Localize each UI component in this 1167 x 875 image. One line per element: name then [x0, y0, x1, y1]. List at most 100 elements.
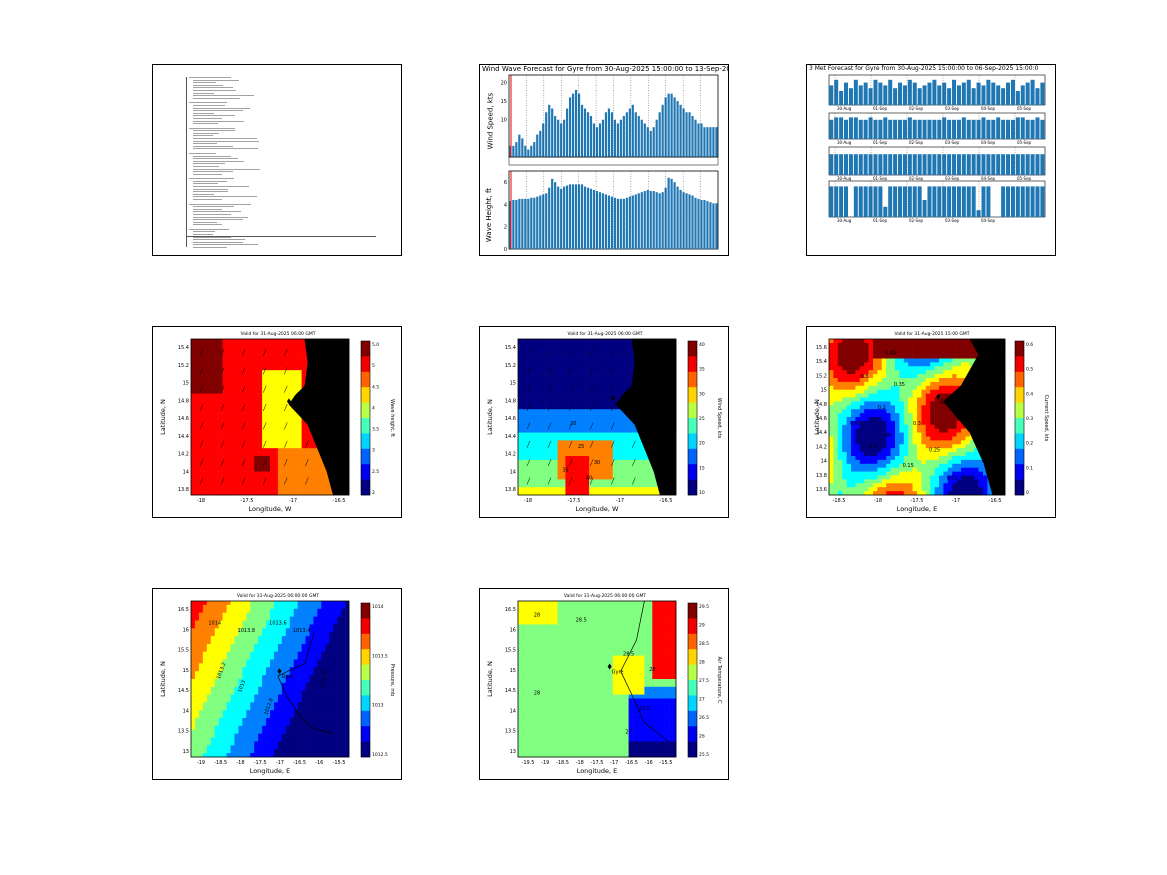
field-cell [593, 342, 598, 348]
field-cell [202, 413, 208, 418]
field-cell [262, 339, 267, 344]
field-cell [549, 436, 554, 441]
field-cell [226, 448, 231, 453]
field-cell [620, 479, 625, 484]
field-cell [881, 401, 887, 406]
field-cell [873, 346, 878, 351]
field-cell [589, 393, 594, 398]
field-cell [921, 405, 927, 410]
field-cell [254, 413, 259, 418]
colorbar-segment [361, 418, 370, 434]
field-cell [198, 409, 204, 414]
field-cell [525, 350, 531, 355]
field-cell [890, 378, 896, 383]
field-cell [549, 440, 554, 445]
ytick-label: 14.2 [505, 452, 516, 458]
field-cell [518, 448, 523, 453]
field-cell [585, 393, 590, 398]
field-cell [589, 428, 594, 433]
field-cell [890, 370, 896, 375]
field-cell [612, 381, 618, 387]
field-cell [612, 463, 618, 468]
field-cell [297, 385, 302, 390]
wave-bar [688, 194, 691, 249]
field-cell [895, 413, 900, 418]
field-cell [266, 339, 271, 344]
field-cell [250, 428, 255, 433]
field-cell [242, 479, 247, 484]
field-cell [620, 354, 625, 359]
field-cell [881, 409, 887, 414]
field-cell [301, 467, 306, 472]
wave-bar [539, 195, 542, 249]
field-cell [537, 487, 542, 492]
field-cell [285, 424, 291, 429]
field-cell [297, 366, 302, 371]
field-cell [600, 448, 606, 453]
field-cell [829, 374, 834, 379]
field-cell [934, 358, 940, 363]
field-cell [589, 463, 594, 468]
field-cell [529, 409, 535, 414]
field-cell [628, 366, 633, 371]
field-cell [912, 339, 918, 344]
field-cell [581, 428, 586, 433]
colorbar-tick: 5.0 [372, 342, 379, 348]
field-cell [214, 378, 219, 383]
met-bar [917, 119, 922, 139]
field-cell [956, 370, 962, 375]
field-cell [222, 471, 227, 476]
field-cell [557, 381, 562, 387]
field-cell [833, 354, 839, 359]
field-cell [289, 354, 294, 359]
field-cell [525, 417, 531, 422]
field-cell [934, 397, 940, 402]
field-cell [285, 491, 291, 496]
field-cell [297, 436, 302, 441]
field-cell [565, 389, 570, 394]
met-bar [902, 85, 907, 105]
field-cell [545, 350, 550, 355]
field-cell [537, 471, 542, 476]
field-cell [616, 346, 621, 351]
field-cell [549, 378, 554, 383]
field-cell [624, 339, 629, 344]
field-cell [533, 405, 539, 410]
field-cell [258, 362, 263, 367]
field-cell [597, 370, 602, 375]
field-cell [620, 448, 625, 453]
field-cell [289, 456, 294, 461]
field-cell [842, 374, 847, 379]
field-cell [533, 409, 539, 414]
flow-arrow [199, 440, 204, 448]
field-cell [565, 459, 570, 465]
field-cell [198, 378, 204, 383]
field-cell [541, 389, 546, 394]
field-cell [238, 393, 243, 398]
field-cell [254, 370, 259, 375]
field-cell [541, 374, 546, 379]
field-cell [881, 393, 887, 398]
field-cell [305, 483, 310, 488]
document-line [193, 130, 235, 132]
field-cell [644, 456, 649, 461]
field-cell [518, 339, 523, 344]
wave-bar [583, 186, 587, 249]
field-cell [518, 428, 523, 433]
flow-arrow [220, 459, 225, 467]
field-cell [833, 428, 839, 433]
field-cell [277, 436, 283, 441]
field-cell [553, 471, 558, 476]
field-cell [636, 471, 641, 476]
field-cell [557, 444, 562, 449]
field-cell [270, 483, 275, 488]
field-cell [868, 381, 874, 387]
field-cell [581, 350, 586, 355]
field-cell [214, 424, 219, 429]
field-cell [293, 362, 298, 367]
field-cell [837, 389, 843, 394]
field-cell [569, 428, 574, 433]
wave-ytick: 0 [504, 247, 507, 253]
field-cell [890, 350, 896, 355]
field-cell [846, 413, 852, 418]
